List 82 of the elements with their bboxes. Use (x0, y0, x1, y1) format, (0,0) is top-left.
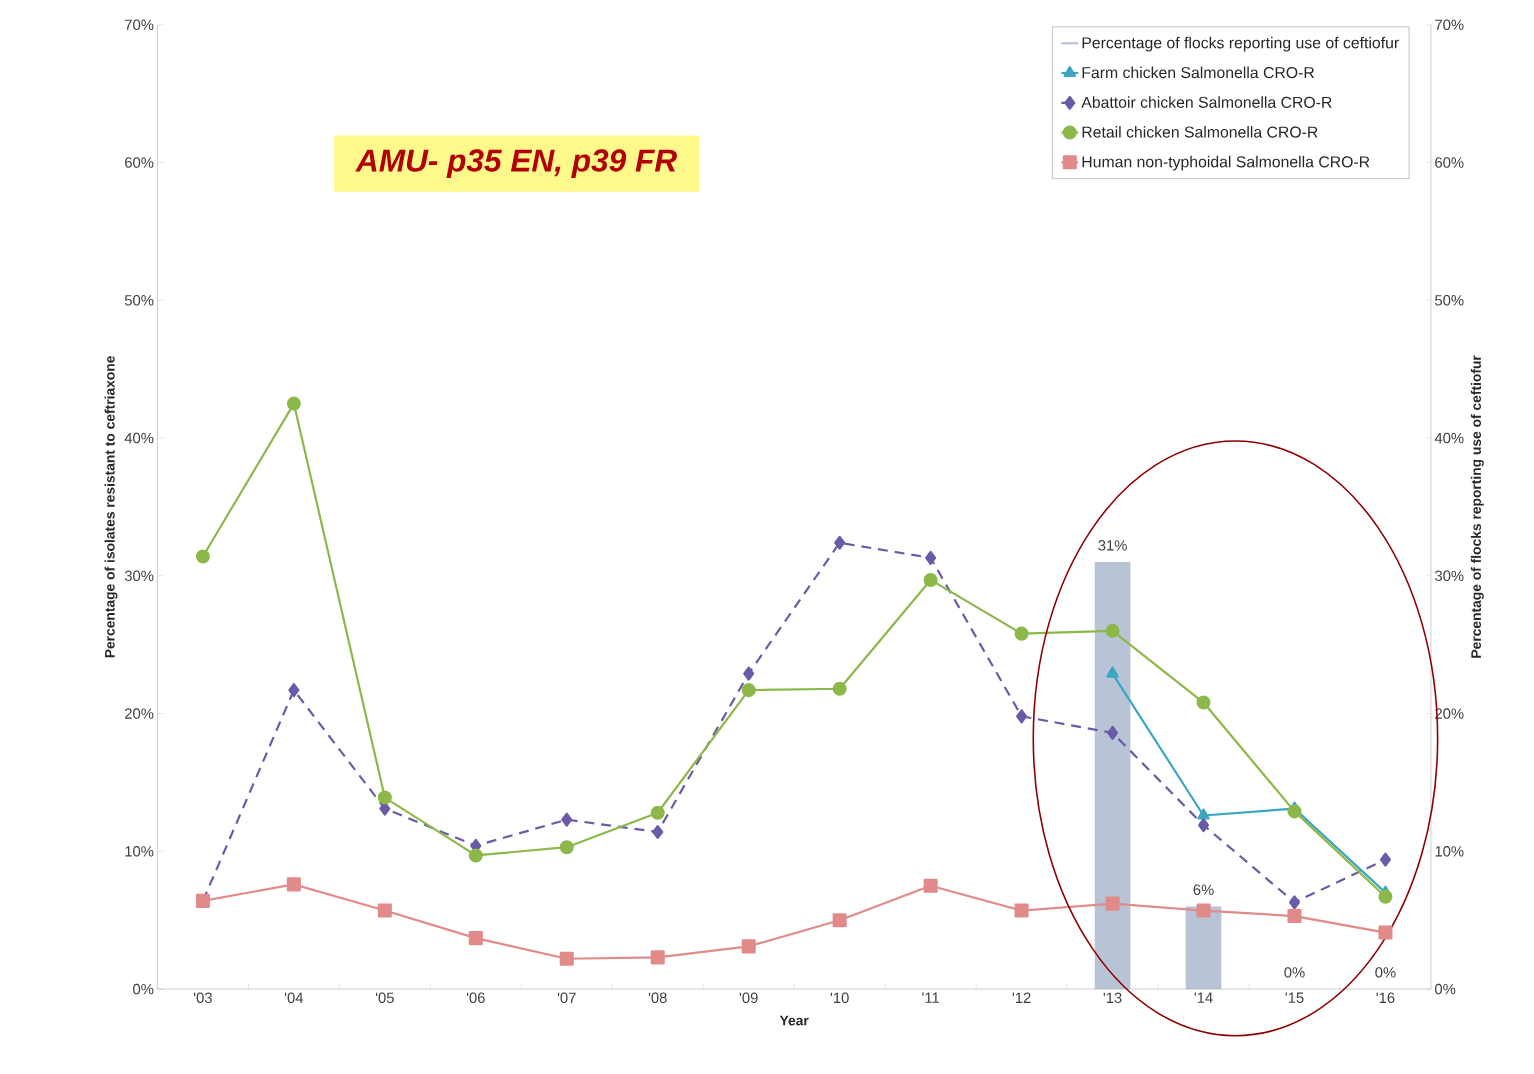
point (377, 903, 392, 918)
legend-label: Percentage of flocks reporting use of ceftiofur (1082, 36, 1399, 52)
point (1379, 852, 1391, 867)
y-tick-label: 40% (124, 432, 154, 444)
point (468, 848, 483, 863)
point (650, 805, 665, 820)
x-tick-label: '03 (194, 992, 212, 1003)
y2-tick-label: 10% (1435, 845, 1464, 857)
y-tick-label: 60% (125, 157, 154, 168)
point (1287, 804, 1302, 819)
y2-tick-label: 40% (1434, 432, 1464, 444)
y2-axis-title: Percentage of flocks reporting use of ceftiofur (1470, 355, 1484, 658)
point (195, 549, 210, 564)
point (1196, 695, 1211, 710)
y-tick-label: 50% (124, 294, 154, 306)
x-tick-label: '12 (1012, 992, 1031, 1003)
point (923, 572, 938, 587)
point (1378, 889, 1393, 904)
point (1378, 925, 1393, 940)
y-axis-title: Percentage of isolates resistant to ceftriaxone (104, 355, 118, 658)
x-tick-label: '06 (466, 992, 485, 1003)
point (559, 951, 574, 966)
x-tick-label: '13 (1103, 992, 1122, 1003)
point (743, 666, 755, 681)
point (559, 840, 574, 855)
y-tick-label: 70% (125, 19, 154, 30)
point (834, 535, 846, 550)
data-label: 6% (1193, 884, 1214, 895)
point (650, 950, 665, 965)
y2-tick-label: 50% (1435, 294, 1464, 306)
point (741, 939, 756, 954)
point (377, 790, 392, 805)
x-tick-label: '11 (922, 992, 939, 1003)
point (923, 878, 938, 893)
point (652, 824, 664, 839)
annotation: AMU- p35 EN, p39 FR (355, 149, 677, 178)
point (286, 396, 301, 411)
point (1105, 896, 1120, 911)
y2-tick-label: 0% (1435, 983, 1456, 995)
point (1197, 817, 1210, 833)
data-label: 31% (1098, 539, 1127, 551)
y2-tick-label: 60% (1435, 157, 1464, 168)
y2-tick-label: 30% (1434, 570, 1464, 581)
point (1106, 666, 1119, 678)
y-tick-label: 10% (125, 845, 154, 857)
point (832, 913, 847, 928)
y2-tick-label: 70% (1435, 19, 1464, 30)
point (1105, 623, 1120, 638)
x-tick-label: '10 (830, 992, 849, 1003)
point (1287, 908, 1302, 923)
point (286, 877, 301, 892)
point (468, 930, 483, 945)
point (832, 681, 847, 696)
x-axis-title: Year (779, 1015, 809, 1026)
x-tick-label: '04 (284, 992, 304, 1003)
x-tick-label: '15 (1285, 992, 1304, 1003)
legend-label: Abattoir chicken Salmonella CRO-R (1081, 96, 1332, 108)
legend-label: Human non-typhoidal Salmonella CRO-R (1082, 155, 1370, 171)
point (1014, 903, 1029, 918)
point (1016, 709, 1028, 724)
x-tick-label: '09 (739, 992, 758, 1003)
point (1014, 626, 1029, 641)
x-tick-label: '14 (1194, 992, 1213, 1003)
point (1107, 725, 1119, 740)
point (1197, 808, 1210, 820)
data-label: 0% (1375, 967, 1396, 978)
point (561, 812, 573, 827)
point (925, 550, 937, 565)
point (1196, 903, 1211, 918)
point (741, 682, 756, 698)
x-tick-label: '05 (375, 992, 394, 1003)
y-tick-label: 0% (133, 983, 154, 995)
point (288, 682, 300, 698)
x-tick-label: '16 (1376, 992, 1395, 1003)
point (1288, 895, 1301, 910)
x-tick-label: '07 (557, 992, 576, 1003)
legend-label: Farm chicken Salmonella CRO-R (1082, 66, 1315, 79)
legend-label: Retail chicken Salmonella CRO-R (1082, 125, 1318, 138)
y-tick-label: 20% (125, 708, 154, 719)
data-label: 0% (1284, 967, 1305, 978)
y-tick-label: 30% (124, 570, 154, 581)
x-tick-label: '08 (648, 992, 667, 1003)
